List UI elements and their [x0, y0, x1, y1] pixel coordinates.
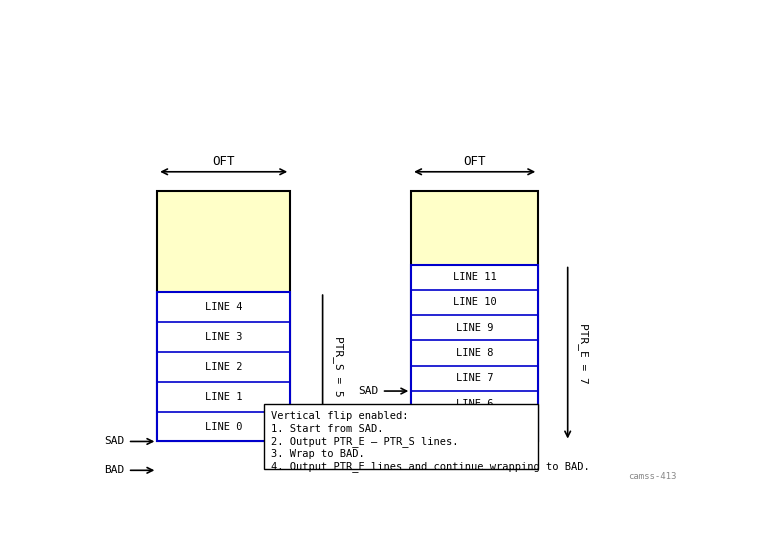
Text: LINE 3: LINE 3	[205, 332, 242, 342]
Text: PTR_E = 7: PTR_E = 7	[578, 323, 589, 383]
Text: SAD: SAD	[104, 437, 125, 446]
Bar	[157, 292, 290, 441]
Text: Vertical flip enabled:: Vertical flip enabled:	[271, 412, 408, 421]
Text: LINE 9: LINE 9	[456, 323, 494, 333]
Text: 1. Start from SAD.: 1. Start from SAD.	[271, 424, 383, 434]
Text: LINE 1: LINE 1	[205, 392, 242, 402]
Text: LINE 8: LINE 8	[456, 348, 494, 358]
Text: LINE 0: LINE 0	[205, 421, 242, 432]
Text: LINE 5: LINE 5	[456, 424, 494, 434]
Text: 2. Output PTR_E – PTR_S lines.: 2. Output PTR_E – PTR_S lines.	[271, 437, 458, 447]
Bar	[157, 292, 290, 441]
Text: OFT: OFT	[463, 155, 486, 168]
Bar	[411, 264, 538, 441]
Text: 3. Wrap to BAD.: 3. Wrap to BAD.	[271, 449, 364, 459]
Text: camss-413: camss-413	[629, 472, 677, 481]
Text: OFT: OFT	[213, 155, 235, 168]
Bar	[264, 404, 538, 469]
Text: LINE 2: LINE 2	[205, 362, 242, 372]
Bar	[157, 191, 290, 441]
Bar	[411, 264, 538, 441]
Text: BAD: BAD	[104, 465, 125, 475]
Text: LINE 4: LINE 4	[205, 302, 242, 312]
Text: 4. Output PTR_E lines and continue wrapping to BAD.: 4. Output PTR_E lines and continue wrapp…	[271, 462, 589, 472]
Text: LINE 10: LINE 10	[453, 298, 497, 307]
Bar	[411, 191, 538, 441]
Text: BAD: BAD	[358, 437, 379, 446]
Text: LINE 6: LINE 6	[456, 399, 494, 408]
Text: SAD: SAD	[358, 386, 379, 396]
Text: LINE 11: LINE 11	[453, 272, 497, 282]
Text: PTR_S = 5: PTR_S = 5	[333, 337, 344, 397]
Text: LINE 7: LINE 7	[456, 373, 494, 383]
